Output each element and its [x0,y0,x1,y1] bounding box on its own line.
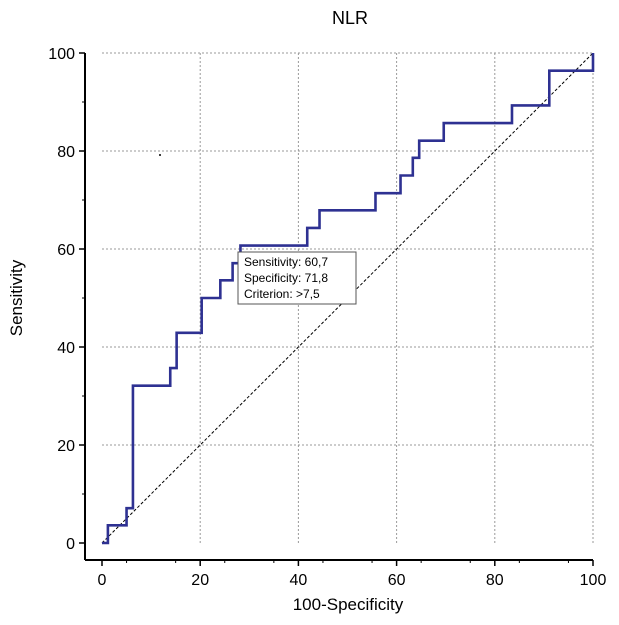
x-tick-label: 80 [486,572,504,589]
x-tick-label: 0 [98,572,107,589]
y-tick-label: 40 [57,340,75,357]
y-tick-label: 60 [57,242,75,259]
stray-dot [159,154,161,156]
x-tick-label: 100 [580,572,607,589]
y-tick-label: 0 [66,536,75,553]
criterion-tooltip: Sensitivity: 60,7 Specificity: 71,8 Crit… [237,251,357,305]
tooltip-criterion: Criterion: >7,5 [244,287,320,301]
ticks: 0 20 40 60 80 100 0 20 40 60 80 100 [48,46,606,589]
x-tick-label: 20 [191,572,209,589]
x-tick-label: 60 [388,572,406,589]
y-axis-label: Sensitivity [7,259,26,336]
tooltip-sensitivity: Sensitivity: 60,7 [244,255,328,269]
tooltip-box [237,251,357,305]
x-tick-label: 40 [290,572,308,589]
axes [84,53,593,561]
roc-curve [102,53,595,545]
y-tick-label: 80 [57,144,75,161]
y-tick-label: 20 [57,438,75,455]
x-axis-label: 100-Specificity [293,595,404,614]
chart-title: NLR [332,8,368,28]
tooltip-specificity: Specificity: 71,8 [244,271,328,285]
grid [102,52,594,543]
y-tick-label: 100 [48,46,75,63]
